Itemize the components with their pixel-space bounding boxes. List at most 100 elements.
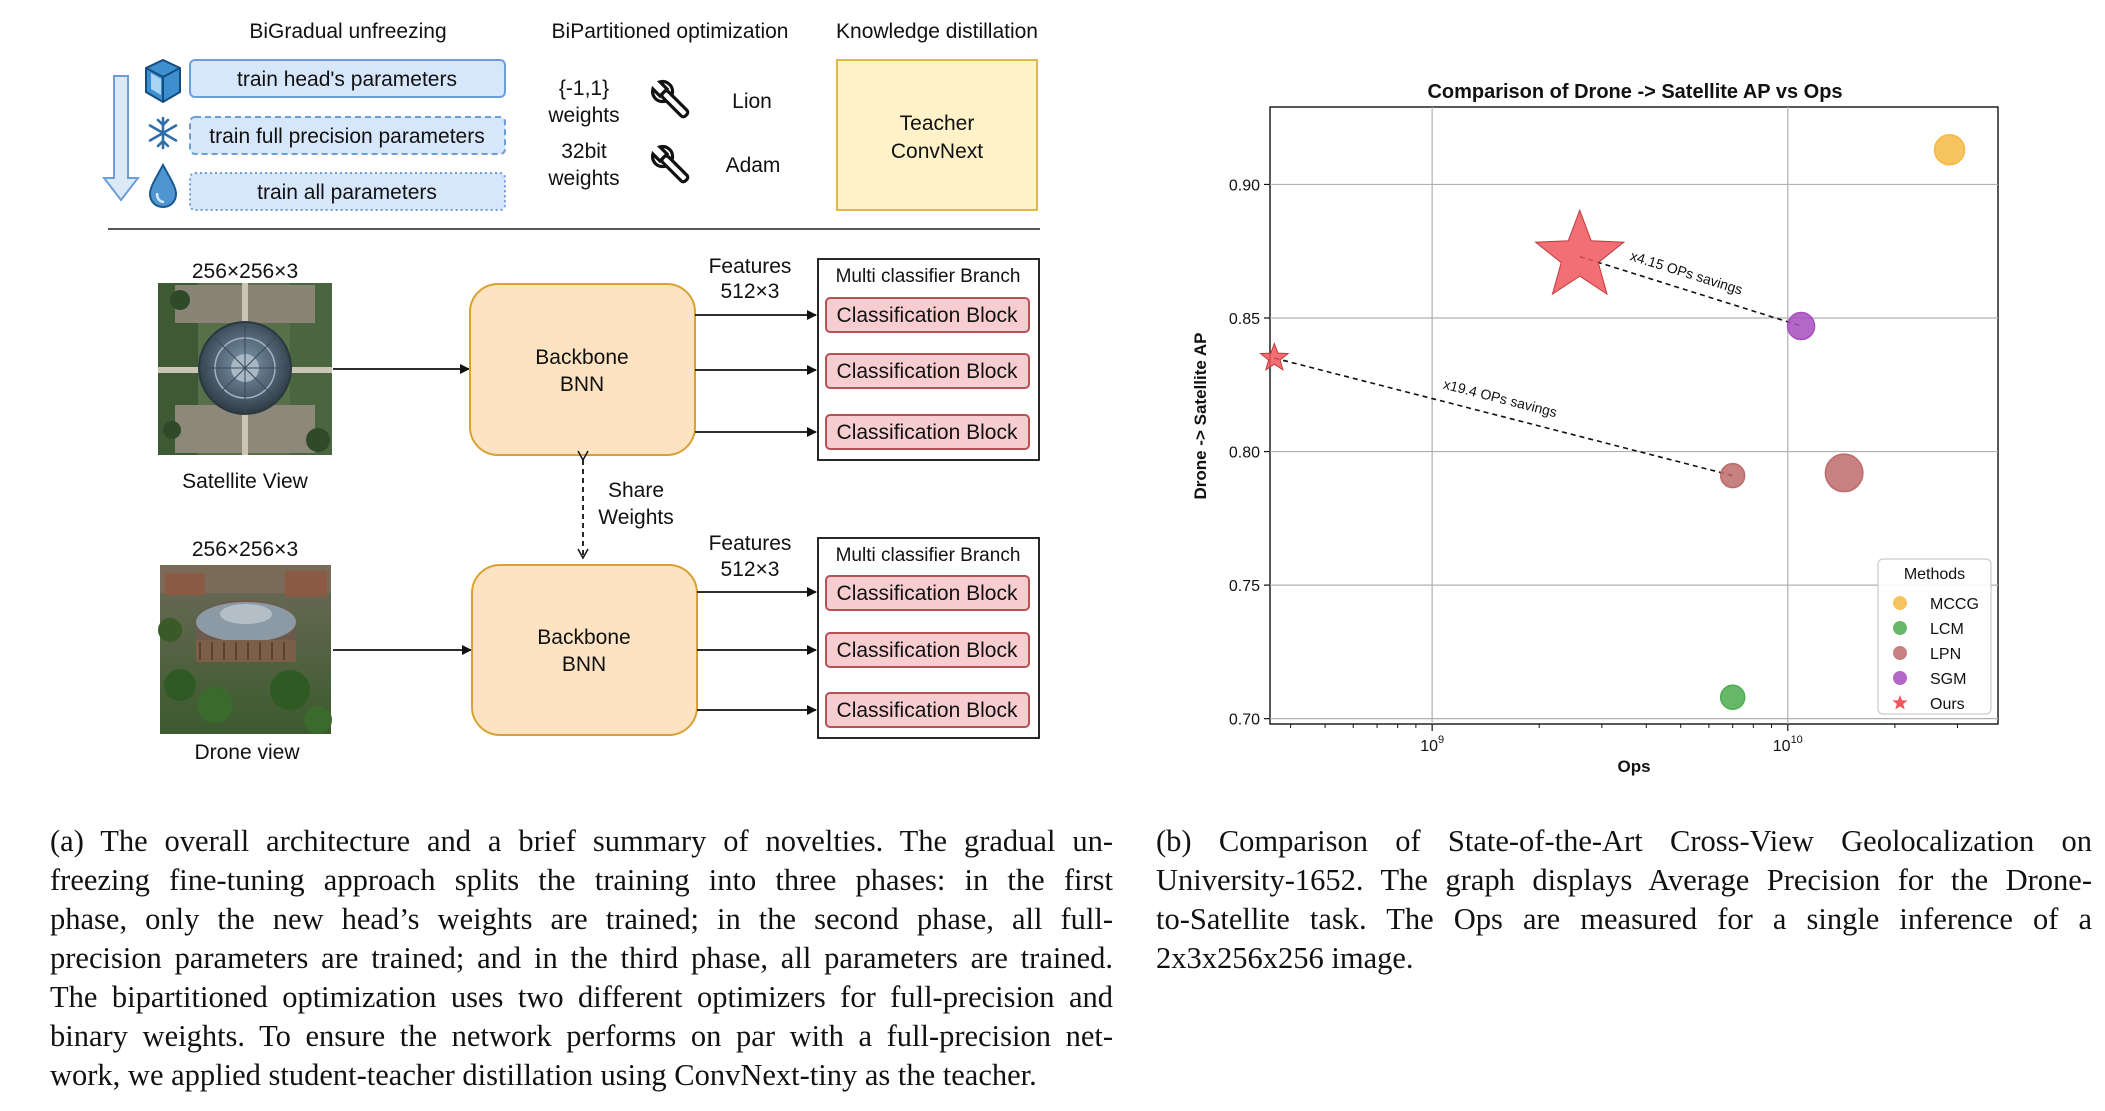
y-axis-label: Drone -> Satellite AP (1191, 332, 1210, 499)
lpn-point (1719, 462, 1746, 489)
caption-b: (b) Comparison of State-of-the-Art Cross… (1156, 822, 2092, 978)
drone-label: Drone view (194, 741, 300, 764)
mccg-point (1933, 133, 1966, 166)
lcm-point (1719, 684, 1746, 711)
classification-block-label: Classification Block (837, 699, 1018, 722)
caption-line: freezing fine-tuning approach splits the… (50, 863, 1113, 897)
y-tick-label: 0.85 (1229, 311, 1260, 328)
x-tick-label: 1010 (1773, 734, 1803, 755)
caption-a: (a) The overall architecture and a brief… (50, 822, 1113, 1095)
weights-binary-line2: weights (547, 104, 619, 127)
teacher-line1: Teacher (900, 112, 975, 135)
water-drop-icon (148, 162, 178, 209)
savings-line (1579, 255, 1802, 327)
caption-line: University-1652. The graph displays Aver… (1156, 863, 2092, 897)
x-tick-label: 109 (1420, 734, 1444, 755)
drone-dims: 256×256×3 (192, 538, 298, 561)
legend-label: LCM (1930, 621, 1964, 638)
legend-label: SGM (1930, 671, 1966, 688)
wrench-icon (650, 144, 690, 184)
drone-image (158, 565, 332, 734)
phase-box-3 (189, 172, 506, 211)
chart-ap-vs-ops: Comparison of Drone -> Satellite AP vs O… (1191, 81, 1999, 776)
legend-marker (1893, 646, 1907, 660)
y-tick-label: 0.70 (1229, 712, 1260, 729)
share-weights-line2: Weights (598, 506, 673, 529)
caption-line: to-Satellite task. The Ops are measured … (1156, 902, 2092, 936)
chart-title: Comparison of Drone -> Satellite AP vs O… (1427, 81, 1842, 103)
legend-marker (1893, 596, 1907, 610)
phase-label-1: train head's parameters (237, 68, 457, 91)
sgm-point (1786, 311, 1816, 341)
classifier-branch-bottom-title: Multi classifier Branch (836, 545, 1021, 566)
legend-title: Methods (1904, 566, 1965, 583)
features-bottom-line1: Features (709, 532, 792, 555)
wrench-icon (650, 79, 690, 119)
savings-line (1274, 357, 1733, 477)
backbone-bottom-line2: BNN (562, 653, 606, 676)
lpn-point (1824, 453, 1864, 493)
caption-line: binary weights. To ensure the network pe… (50, 1019, 1113, 1053)
phase-box-1 (189, 59, 506, 98)
legend-label: LPN (1930, 646, 1961, 663)
satellite-label: Satellite View (182, 470, 309, 493)
caption-line: The bipartitioned optimization uses two … (50, 980, 1113, 1014)
header-optimization: BiPartitioned optimization (552, 20, 789, 43)
teacher-line2: ConvNext (891, 140, 983, 163)
y-tick-label: 0.90 (1229, 177, 1260, 194)
ours-point (1259, 342, 1290, 371)
caption-line: 2x3x256x256 image. (1156, 941, 1414, 975)
ice-cube-icon (145, 58, 181, 104)
plot-area (1269, 106, 1999, 725)
weights-fp-line2: weights (547, 167, 619, 190)
x-axis-label: Ops (1617, 757, 1650, 776)
classification-block-label: Classification Block (837, 421, 1018, 444)
panel-a-architecture: BiGradual unfreezing BiPartitioned optim… (101, 20, 1040, 764)
satellite-image (158, 283, 332, 455)
classification-block (825, 414, 1030, 450)
legend-marker (1893, 671, 1907, 685)
x-tick-exponent: 10 (1791, 734, 1803, 746)
classification-block (825, 353, 1030, 389)
phase-box-2 (189, 116, 506, 155)
legend-marker (1892, 695, 1908, 710)
classifier-branch-top-title: Multi classifier Branch (836, 266, 1021, 287)
x-tick-base: 10 (1420, 738, 1438, 755)
optimizer-adam: Adam (726, 154, 781, 177)
satellite-dims: 256×256×3 (192, 260, 298, 283)
header-unfreezing: BiGradual unfreezing (249, 20, 446, 43)
ours-point (1534, 208, 1626, 296)
classification-block (825, 632, 1030, 668)
legend-marker (1893, 621, 1907, 635)
features-top-line1: Features (709, 255, 792, 278)
optimizer-lion: Lion (732, 90, 772, 113)
backbone-top-line1: Backbone (535, 346, 628, 369)
header-distillation: Knowledge distillation (836, 20, 1038, 43)
caption-line: precision parameters are trained; and in… (50, 941, 1113, 975)
classification-block-label: Classification Block (837, 639, 1018, 662)
teacher-box (836, 59, 1038, 211)
phase-label-3: train all parameters (257, 181, 437, 204)
caption-line: (b) Comparison of State-of-the-Art Cross… (1156, 824, 2092, 858)
x-tick-exponent: 9 (1438, 734, 1444, 746)
share-weights-line1: Share (608, 479, 664, 502)
classification-block-label: Classification Block (837, 360, 1018, 383)
classification-block (825, 575, 1030, 611)
grid (1270, 107, 1998, 724)
caption-line: phase, only the new head’s weights are t… (50, 902, 1113, 936)
phase-progression-arrow (101, 75, 141, 202)
caption-line: (a) The overall architecture and a brief… (50, 824, 1113, 858)
classification-block (825, 297, 1030, 333)
caption-line: work, we applied student-teacher distill… (50, 1058, 1037, 1092)
classification-block-label: Classification Block (837, 304, 1018, 327)
phase-label-2: train full precision parameters (209, 125, 484, 148)
snowflake-icon (148, 116, 178, 150)
features-bottom-line2: 512×3 (721, 558, 780, 581)
features-top-line2: 512×3 (721, 280, 780, 303)
classification-block-label: Classification Block (837, 582, 1018, 605)
backbone-top-line2: BNN (560, 373, 604, 396)
legend: Methods MCCG LCM LPN SGM Ours (1877, 558, 1992, 715)
legend-label: MCCG (1930, 596, 1979, 613)
weights-binary-line1: {-1,1} (559, 77, 609, 100)
